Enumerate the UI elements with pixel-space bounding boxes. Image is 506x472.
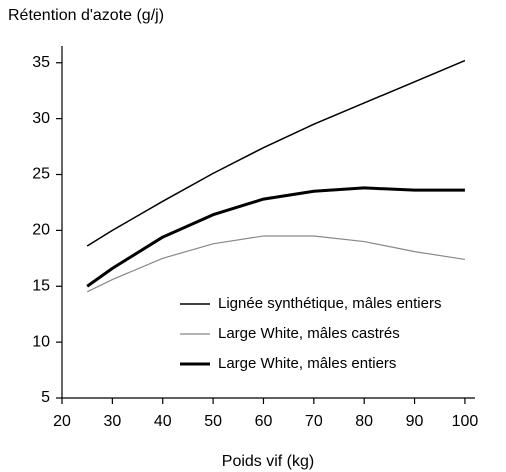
series-line: [86, 186, 465, 288]
x-tick-label: 60: [255, 413, 273, 430]
y-tick-label: 15: [32, 277, 50, 294]
x-tick-label: 40: [154, 413, 172, 430]
y-tick-label: 25: [32, 166, 50, 183]
y-tick-label: 5: [41, 389, 50, 406]
x-tick-label: 50: [204, 413, 222, 430]
y-tick-label: 30: [32, 110, 50, 127]
x-tick-label: 30: [103, 413, 121, 430]
legend-label: Lignée synthétique, mâles entiers: [218, 295, 441, 312]
series-line: [86, 235, 466, 293]
y-tick-label: 10: [32, 333, 50, 350]
series-line: [86, 59, 466, 247]
y-tick-label: 20: [32, 222, 50, 239]
x-tick-label: 100: [452, 413, 479, 430]
x-tick-label: 90: [406, 413, 424, 430]
legend-label: Large White, mâles entiers: [218, 355, 396, 372]
x-axis-label: Poids vif (kg): [222, 453, 314, 470]
y-tick-label: 35: [32, 54, 50, 71]
x-tick-label: 80: [355, 413, 373, 430]
legend-label: Large White, mâles castrés: [218, 325, 400, 342]
y-axis-label: Rétention d'azote (g/j): [8, 7, 164, 24]
x-tick-label: 70: [305, 413, 323, 430]
x-tick-label: 20: [53, 413, 71, 430]
